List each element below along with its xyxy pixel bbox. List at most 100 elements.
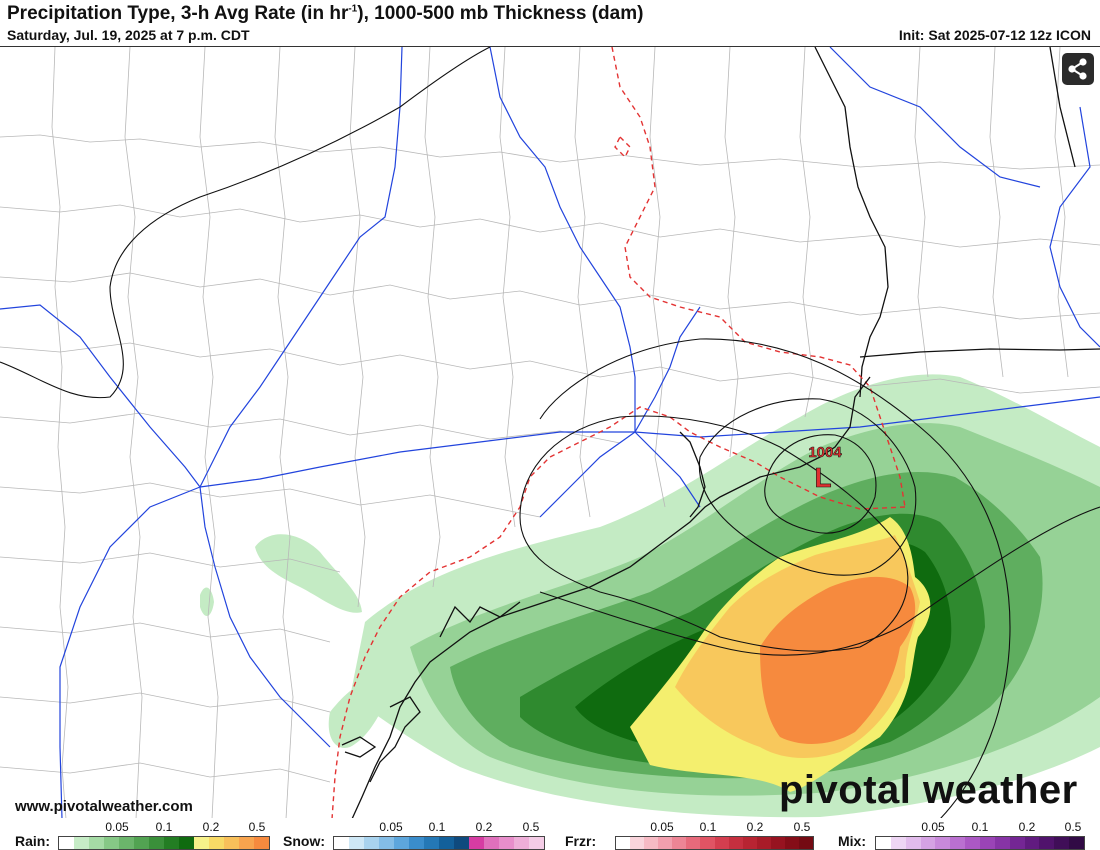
legend-snow-label: Snow: — [283, 833, 325, 849]
legend-swatch — [1039, 837, 1055, 849]
legend-snow-bar — [333, 836, 545, 850]
legend-swatch — [254, 837, 269, 849]
legend-frzr-tick: 0.1 — [699, 820, 717, 834]
legend-rain-bar — [58, 836, 270, 850]
legend-rain-label: Rain: — [15, 833, 50, 849]
legend-swatch — [756, 837, 771, 849]
legend-swatch — [349, 837, 364, 849]
legend-frzr-bar — [615, 836, 814, 850]
map-header: Precipitation Type, 3-h Avg Rate (in hr-… — [0, 0, 1100, 46]
legend-swatch — [59, 837, 74, 849]
freezing-line — [331, 47, 906, 819]
legend-swatch — [1009, 837, 1025, 849]
legend-swatch — [950, 837, 966, 849]
init-time: Init: Sat 2025-07-12 12z ICON — [898, 27, 1091, 43]
legend-swatch — [149, 837, 164, 849]
legend-rain-tick: 0.2 — [202, 820, 220, 834]
legend-swatch — [616, 837, 631, 849]
legend-frzr-tick: 0.05 — [650, 820, 674, 834]
legend-snow-tick: 0.05 — [379, 820, 403, 834]
county-borders — [0, 47, 1100, 819]
legend-swatch — [529, 837, 544, 849]
brand-logo: pivotal weather — [779, 768, 1078, 812]
legend-swatch — [686, 837, 701, 849]
legend-frzr-label: Frzr: — [565, 833, 597, 849]
legend-swatch — [770, 837, 785, 849]
legend-snow-tick: 0.5 — [522, 820, 540, 834]
legend-swatch — [334, 837, 349, 849]
legend-rain-tick: 0.05 — [105, 820, 129, 834]
legend-swatch — [439, 837, 454, 849]
legend-swatch — [658, 837, 673, 849]
legend-swatch — [994, 837, 1010, 849]
website-url: www.pivotalweather.com — [15, 798, 193, 815]
legend-swatch — [700, 837, 715, 849]
legend-swatch — [134, 837, 149, 849]
legend-swatch — [672, 837, 687, 849]
low-pressure-value: 1004 — [808, 444, 842, 461]
legend-swatch — [630, 837, 645, 849]
legend-swatch — [1069, 837, 1085, 849]
legend-swatch — [935, 837, 951, 849]
legend-swatch — [224, 837, 239, 849]
legend-swatch — [514, 837, 529, 849]
legend-mix-label: Mix: — [838, 833, 866, 849]
legend-swatch — [179, 837, 194, 849]
legend-swatch — [119, 837, 134, 849]
legend-swatch — [714, 837, 729, 849]
legend-swatch — [74, 837, 89, 849]
coastline — [341, 376, 871, 819]
legend-mix-tick: 0.05 — [921, 820, 945, 834]
legend-swatch — [89, 837, 104, 849]
share-icon — [1068, 58, 1087, 80]
map-title: Precipitation Type, 3-h Avg Rate (in hr-… — [7, 3, 644, 24]
legend-swatch — [484, 837, 499, 849]
legend-swatch — [194, 837, 209, 849]
legend-swatch — [1054, 837, 1070, 849]
state-borders — [814, 47, 1100, 398]
legend-frzr-tick: 0.2 — [746, 820, 764, 834]
legend-swatch — [980, 837, 995, 849]
legend-swatch — [499, 837, 514, 849]
legend-swatch — [742, 837, 757, 849]
precip-legend: Rain: 0.05 0.1 0.2 0.5 Snow: 0.05 0.1 0.… — [0, 818, 1100, 850]
legend-mix-tick: 0.5 — [1064, 820, 1082, 834]
legend-swatch — [364, 837, 379, 849]
legend-swatch — [799, 837, 814, 849]
valid-time: Saturday, Jul. 19, 2025 at 7 p.m. CDT — [7, 27, 250, 43]
legend-mix-tick: 0.1 — [971, 820, 989, 834]
legend-swatch — [644, 837, 659, 849]
legend-frzr-tick: 0.5 — [793, 820, 811, 834]
legend-swatch — [164, 837, 179, 849]
legend-rain-tick: 0.5 — [248, 820, 266, 834]
legend-swatch — [379, 837, 394, 849]
legend-swatch — [876, 837, 891, 849]
low-pressure-symbol: L — [814, 462, 831, 493]
weather-map[interactable]: 1004 L — [0, 46, 1100, 820]
legend-swatch — [104, 837, 119, 849]
share-button[interactable] — [1062, 53, 1094, 85]
legend-snow-tick: 0.2 — [475, 820, 493, 834]
highways — [0, 47, 1100, 819]
legend-swatch — [394, 837, 409, 849]
legend-mix-bar — [875, 836, 1085, 850]
legend-swatch — [239, 837, 254, 849]
legend-swatch — [1024, 837, 1040, 849]
legend-swatch — [728, 837, 743, 849]
legend-swatch — [920, 837, 936, 849]
map-canvas: 1004 L — [0, 47, 1100, 819]
legend-swatch — [965, 837, 981, 849]
thickness-contours — [0, 47, 1100, 819]
legend-snow-tick: 0.1 — [428, 820, 446, 834]
legend-mix-tick: 0.2 — [1018, 820, 1036, 834]
legend-swatch — [409, 837, 424, 849]
legend-rain-tick: 0.1 — [155, 820, 173, 834]
legend-swatch — [784, 837, 800, 849]
legend-swatch — [905, 837, 921, 849]
precipitation-shading — [200, 374, 1100, 818]
legend-swatch — [469, 837, 484, 849]
legend-swatch — [424, 837, 439, 849]
legend-swatch — [454, 837, 469, 849]
legend-swatch — [890, 837, 906, 849]
legend-swatch — [209, 837, 224, 849]
